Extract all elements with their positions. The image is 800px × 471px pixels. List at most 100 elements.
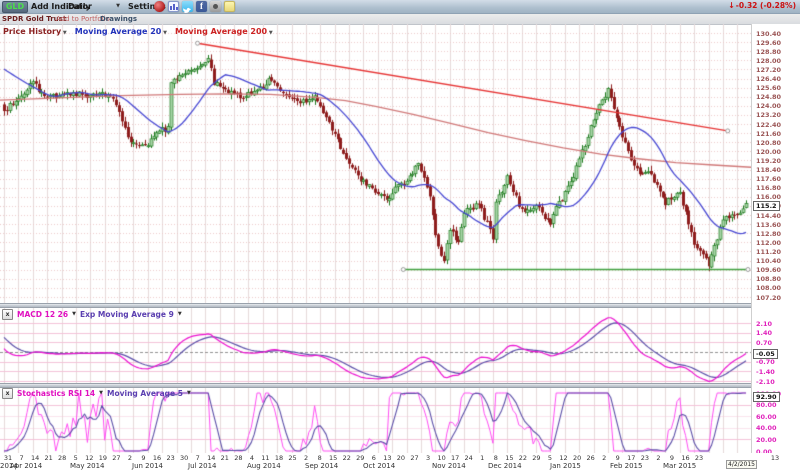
macd-axis-label: -1.40 [756,367,775,376]
close-icon[interactable]: x [2,309,13,320]
timeframe-select[interactable]: Daily ▼ [68,2,120,11]
axis-day-label: 14 [30,454,40,462]
price-axis-label: 119.20 [756,156,782,165]
stoch-chart-canvas[interactable] [0,388,751,453]
axis-month-label: Mar 2015 [663,462,697,470]
notes-icon[interactable] [224,1,235,12]
axis-day-label: 30 [180,454,189,462]
axis-day-label: 8 [317,454,322,462]
macd-overlay-title[interactable]: Exp Moving Average 9 [79,310,174,319]
camera-icon[interactable] [210,1,221,12]
chart-type-icon[interactable] [168,1,179,12]
current-date-box: 4/2/2015 [726,460,757,469]
panel-divider[interactable] [0,303,800,308]
symbol-input[interactable]: GLD [2,1,28,13]
axis-day-label: 14 [207,454,216,462]
chevron-down-icon[interactable]: ▼ [186,390,191,396]
price-axis-label: 129.60 [756,38,782,47]
axis-month-label: Aug 2014 [247,462,281,470]
add-indicator-button[interactable]: Add Indicator [31,2,92,11]
price-axis-label: 110.40 [756,257,782,266]
toolbar: GLD Add Indicator Daily ▼ Settings f ↓-0… [0,0,800,14]
axis-day-label: 4 [249,454,254,462]
stoch-panel-header: x Stochastics RSI 14 ▼ Moving Average 5 … [2,388,191,399]
facebook-icon[interactable]: f [196,1,207,12]
axis-day-label: 18 [274,454,284,462]
close-icon[interactable]: x [2,388,13,399]
price-axis-label: 116.80 [756,184,782,193]
price-axis-label: 122.40 [756,120,782,129]
axis-month-label: Sep 2014 [305,462,339,470]
chevron-down-icon: ▼ [267,30,273,36]
price-axis-label: 116.00 [756,193,782,202]
axis-day-label: 16 [681,454,690,462]
chevron-down-icon: ▼ [161,30,167,36]
price-axis-label: 130.40 [756,29,782,38]
price-axis-label: 124.80 [756,93,782,102]
macd-panel-header: x MACD 12 26 ▼ Exp Moving Average 9 ▼ [2,309,182,320]
macd-title[interactable]: MACD 12 26 [17,310,69,319]
price-axis-label: 120.80 [756,138,782,147]
axis-day-label: 23 [166,454,175,462]
drawings-link[interactable]: Drawings [100,15,138,23]
axis-day-label: 19 [98,454,107,462]
axis-day-label: 28 [234,454,243,462]
stoch-axis-label: 20.00 [756,435,777,444]
price-axis-label: 112.00 [756,238,782,247]
axis-day-label: 16 [152,454,162,462]
alerts-icon[interactable] [154,1,165,12]
axis-day-label: 22 [518,454,528,462]
stoch-title[interactable]: Stochastics RSI 14 [17,389,96,398]
macd-chart-canvas[interactable] [0,308,751,383]
price-axis-label: 128.00 [756,56,782,65]
legend-label: Moving Average 200 [174,27,268,36]
price-axis-label: 117.60 [756,175,782,184]
legend-item-moving-average-20[interactable]: Moving Average 20 ▼ [75,27,167,36]
symbol-name: SPDR Gold Trust [2,15,67,23]
axis-day-label: 10 [437,454,446,462]
axis-day-label: 23 [694,454,704,462]
chevron-down-icon[interactable]: ▼ [72,311,76,317]
axis-day-label: 2 [656,454,661,462]
axis-month-label: Feb 2015 [610,462,643,470]
axis-day-label: 23 [640,454,649,462]
add-to-portfolio-link[interactable]: Add to Portfolio [56,15,110,23]
macd-axis-label: -2.10 [756,377,775,386]
axis-day-label: 31 [3,454,13,462]
twitter-icon[interactable] [182,1,193,13]
stoch-axis-label: 0.00 [756,447,773,456]
axis-day-label: 17 [627,454,636,462]
axis-day-label: 15 [329,454,338,462]
axis-day-label: 25 [288,454,297,462]
chevron-down-icon[interactable]: ▼ [177,311,182,317]
axis-month-label: Jan 2015 [550,462,581,470]
axis-day-label: 9 [615,454,620,462]
axis-day-label: 1 [480,454,485,462]
price-axis-label: 121.60 [756,129,782,138]
axis-month-label: 2014 [0,462,18,470]
price-axis-label: 127.20 [756,65,782,74]
price-axis-label: 108.80 [756,275,782,284]
panel-divider[interactable] [0,383,800,388]
legend-item-price-history[interactable]: Price History ▼ [3,27,67,36]
axis-day-label: 22 [342,454,351,462]
axis-month-label: Apr 2014 [10,462,43,470]
axis-day-label: 21 [44,454,53,462]
stoch-overlay-title[interactable]: Moving Average 5 [107,389,183,398]
chevron-down-icon[interactable]: ▼ [99,390,104,396]
change-value: -0.32 (-0.28%) [735,1,796,10]
axis-day-label: 9 [141,454,146,462]
axis-day-label: 5 [547,454,553,462]
stoch-axis-label: 80.00 [756,401,777,410]
settings-button[interactable]: Settings [128,2,166,11]
axis-day-label: 7 [19,454,24,462]
chevron-down-icon: ▼ [116,3,120,9]
price-chart-canvas[interactable] [0,24,751,303]
axis-day-label: 29 [356,454,365,462]
price-axis-label: 109.60 [756,266,782,275]
legend-item-moving-average-200[interactable]: Moving Average 200 ▼ [175,27,273,36]
stoch-axis-label: 60.00 [756,412,777,421]
axis-day-label: 3 [425,454,431,462]
axis-day-label: 13 [383,454,392,462]
axis-day-label: 17 [451,454,460,462]
